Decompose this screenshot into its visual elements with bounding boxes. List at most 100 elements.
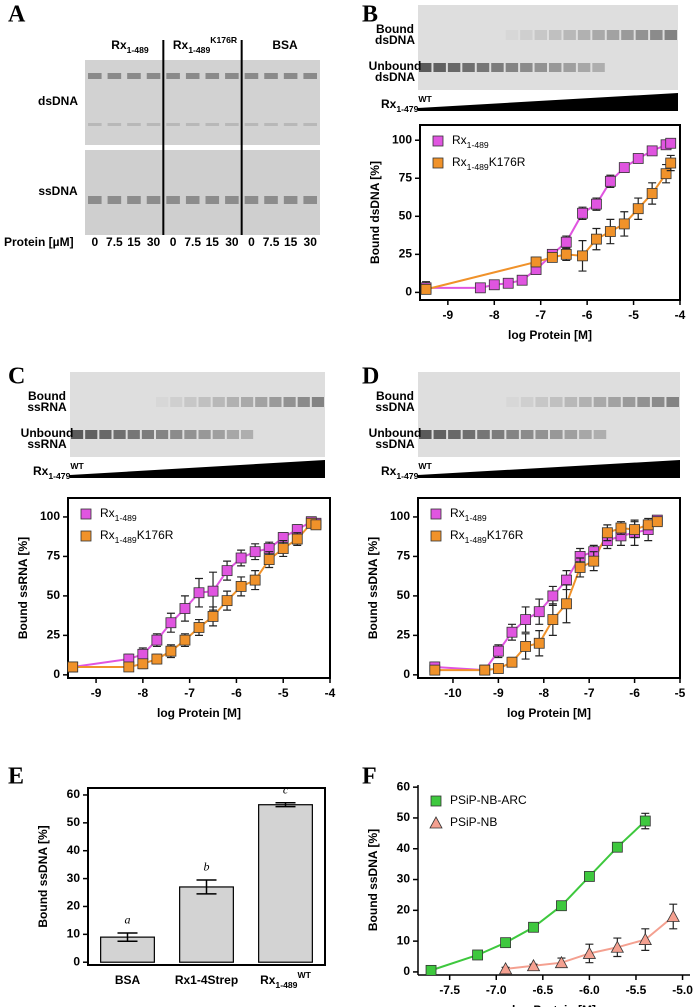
gel-band	[225, 123, 239, 126]
gel-image	[418, 5, 678, 90]
gel-band	[156, 430, 169, 439]
gel-band	[433, 430, 447, 439]
marker	[583, 871, 595, 882]
gel-band	[255, 397, 268, 407]
gel-band	[448, 430, 461, 439]
panel-letter: A	[8, 2, 26, 28]
marker	[472, 949, 484, 961]
marker	[577, 207, 588, 219]
titrant-label-part: WT	[418, 461, 432, 471]
marker	[642, 519, 654, 531]
marker	[666, 909, 680, 922]
gel-band	[505, 30, 519, 40]
titrant-label-part: WT	[70, 461, 84, 471]
marker	[526, 958, 541, 972]
gel-label: dsDNA	[375, 70, 415, 84]
gel-band	[166, 73, 180, 79]
gel-band	[535, 430, 548, 439]
marker	[520, 614, 532, 625]
gel-band	[88, 123, 102, 126]
marker	[498, 962, 513, 975]
lane-label: 0	[91, 235, 98, 249]
gel-band	[577, 30, 591, 40]
legend-label: Rx1-489	[100, 506, 137, 523]
marker	[492, 645, 504, 657]
y-tick-label: 50	[67, 815, 81, 829]
y-tick-label: 30	[67, 871, 81, 885]
marker	[492, 663, 504, 674]
x-tick-label: -6	[629, 686, 640, 700]
legend-marker	[80, 508, 92, 520]
legend-label-part: 1-489	[465, 513, 487, 523]
gel-band	[534, 63, 547, 72]
x-tick-label: -6.5	[532, 983, 553, 997]
marker	[520, 641, 532, 652]
x-tick-label: -7	[535, 308, 546, 322]
marker	[291, 533, 303, 545]
gel-band	[205, 73, 220, 79]
gel-header-part: 1-489	[188, 45, 210, 55]
y-tick-label: 75	[397, 549, 411, 563]
x-tick-label: -8	[489, 308, 500, 322]
x-tick-label: -5.0	[672, 983, 693, 997]
marker	[137, 648, 149, 660]
gel-band	[264, 73, 278, 79]
gel-band	[212, 430, 225, 439]
y-tick-label: 25	[397, 628, 411, 642]
x-axis-label: log Protein [M]	[157, 706, 241, 720]
gel-image	[418, 372, 680, 457]
marker	[479, 664, 491, 676]
gel-label: ssRNA	[27, 437, 67, 451]
legend-label-part: 1-489	[115, 513, 137, 523]
marker	[277, 543, 289, 554]
x-tick-label: -8	[138, 686, 149, 700]
gel-band	[621, 30, 634, 40]
titrant-label: Rx1-479WT	[381, 461, 433, 481]
x-tick-label: -9	[443, 308, 454, 322]
legend-label-part: K176R	[487, 528, 524, 542]
y-tick-label: 10	[67, 927, 81, 941]
x-tick-label: -6	[231, 686, 242, 700]
legend-label-part: 1-489	[467, 162, 489, 172]
marker	[165, 645, 177, 657]
gel-band	[198, 397, 211, 407]
marker	[249, 546, 261, 558]
marker	[560, 248, 572, 260]
y-tick-label: 20	[397, 903, 411, 917]
marker	[638, 932, 652, 945]
lane-label: 7.5	[263, 235, 280, 249]
x-tick-label: BSA	[115, 973, 141, 987]
marker	[488, 279, 500, 291]
titration-wedge	[418, 460, 680, 478]
y-tick-label: 100	[390, 509, 410, 523]
gel-band	[283, 73, 298, 79]
gel-image	[85, 60, 320, 145]
marker	[249, 574, 261, 586]
lane-title: Protein [µM]	[4, 235, 74, 249]
panel-letter: E	[8, 764, 24, 790]
gel-band	[534, 30, 547, 40]
marker	[604, 175, 616, 187]
marker	[533, 637, 545, 649]
gel-band	[198, 430, 211, 439]
x-tick-label: -10	[444, 686, 462, 700]
gel-image	[70, 372, 325, 457]
marker	[646, 145, 658, 157]
gel-band	[462, 430, 476, 439]
x-tick-label: -5	[278, 686, 289, 700]
marker	[235, 552, 247, 564]
titrant-label-part: Rx	[381, 464, 397, 478]
titrant-label-part: Rx	[33, 464, 49, 478]
error-bar	[117, 932, 138, 943]
marker	[263, 554, 275, 565]
gel-band	[520, 63, 533, 72]
legend-marker	[432, 157, 444, 169]
marker	[665, 137, 677, 149]
gel-band	[225, 196, 239, 204]
x-tick-label: -4	[675, 308, 686, 322]
gel-band	[71, 430, 84, 439]
gel-band	[127, 196, 141, 204]
legend-marker	[430, 508, 442, 520]
marker	[646, 188, 658, 199]
